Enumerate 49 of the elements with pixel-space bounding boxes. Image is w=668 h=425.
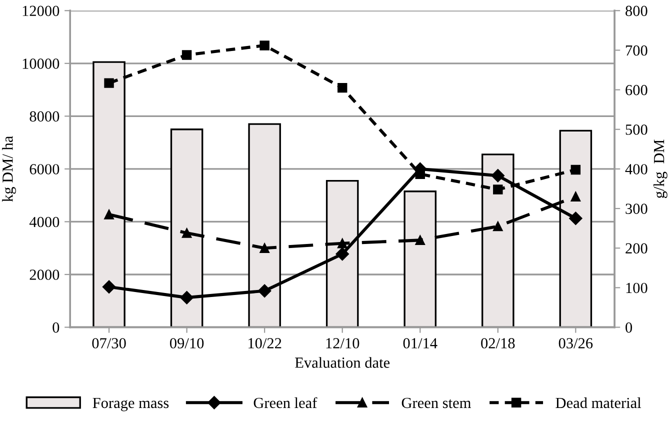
point <box>260 243 270 253</box>
point <box>104 78 114 88</box>
y2-tick-label: 800 <box>626 6 648 16</box>
legend-label: Green stem <box>402 398 471 408</box>
y2-tick-label: 700 <box>626 45 648 56</box>
x-tick-label: 12/10 <box>326 338 360 348</box>
y-tick-label: 2000 <box>30 270 60 280</box>
y-tick-label: 10000 <box>22 58 60 69</box>
point <box>493 184 503 194</box>
x-tick-label: 07/30 <box>92 338 126 348</box>
y-tick-label: 8000 <box>30 111 60 122</box>
point <box>569 212 582 225</box>
point <box>102 280 116 294</box>
y2-tick-label: 500 <box>626 124 648 135</box>
point <box>337 238 348 248</box>
y2-tick-label: 200 <box>626 243 648 254</box>
x-tick-label: 10/22 <box>248 338 282 348</box>
point <box>415 235 425 246</box>
y2-tick-label: 300 <box>626 204 648 214</box>
y-axis-title: kg DM/ ha <box>2 136 16 202</box>
point <box>104 210 114 220</box>
point <box>570 164 581 175</box>
y2-tick-label: 600 <box>626 84 648 96</box>
point <box>182 228 192 238</box>
point <box>182 50 192 60</box>
y-tick-label: 0 <box>52 322 60 333</box>
y-tick-label: 12000 <box>22 6 60 16</box>
y-tick-label: 4000 <box>29 216 60 228</box>
x-tick-label: 02/18 <box>481 338 515 348</box>
legend-label: Forage mass <box>92 398 169 412</box>
y2-tick-label: 0 <box>626 322 632 333</box>
legend-label: Green leaf <box>254 397 318 408</box>
x-tick-label: 03/26 <box>558 338 593 348</box>
point <box>260 40 270 50</box>
x-tick-label: 09/10 <box>170 338 204 348</box>
x-tick-label: 01/14 <box>403 338 438 348</box>
point <box>493 221 503 232</box>
x-axis-title: Evaluation date <box>295 357 390 368</box>
point <box>180 290 194 304</box>
legend-label: Dead material <box>556 397 642 408</box>
point <box>570 192 581 202</box>
y2-tick-label: 100 <box>626 282 648 294</box>
point <box>491 169 504 182</box>
y-tick-label: 6000 <box>30 164 60 174</box>
point <box>258 284 272 298</box>
point <box>337 82 348 93</box>
y2-axis-title: g/kg DM <box>653 140 668 198</box>
point <box>336 247 349 261</box>
y2-tick-label: 400 <box>625 164 648 174</box>
